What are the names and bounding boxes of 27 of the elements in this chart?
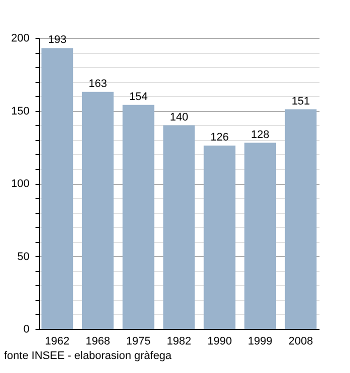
x-tick-label: 1968 [86,336,110,348]
x-tick-label: 2008 [288,336,313,348]
x-tick-label: 1975 [126,336,151,348]
bar [82,92,114,329]
y-tick-label: 200 [11,32,30,44]
x-tick-label: 1962 [45,336,70,348]
data-label: 128 [250,128,270,141]
data-label: 163 [88,78,108,90]
bar [204,146,236,329]
data-label: 140 [170,111,188,124]
y-tick-label: 0 [23,324,30,336]
x-tick-label: 1990 [207,336,232,348]
data-label: 126 [210,132,229,144]
source-note: fonte INSEE - elaborasion gràfega [4,350,172,362]
bar [41,48,74,329]
bar [122,104,154,329]
bar [284,109,317,329]
data-label: 193 [48,34,66,46]
x-tick-label: 1982 [166,336,192,348]
data-label: 151 [292,95,310,108]
y-tick-label: 150 [11,105,30,118]
x-tick-label: 1999 [248,336,272,348]
y-tick-label: 100 [11,178,30,190]
y-tick-label: 50 [17,250,30,263]
bar [244,142,276,329]
data-label: 154 [129,90,148,103]
bar [163,125,195,329]
